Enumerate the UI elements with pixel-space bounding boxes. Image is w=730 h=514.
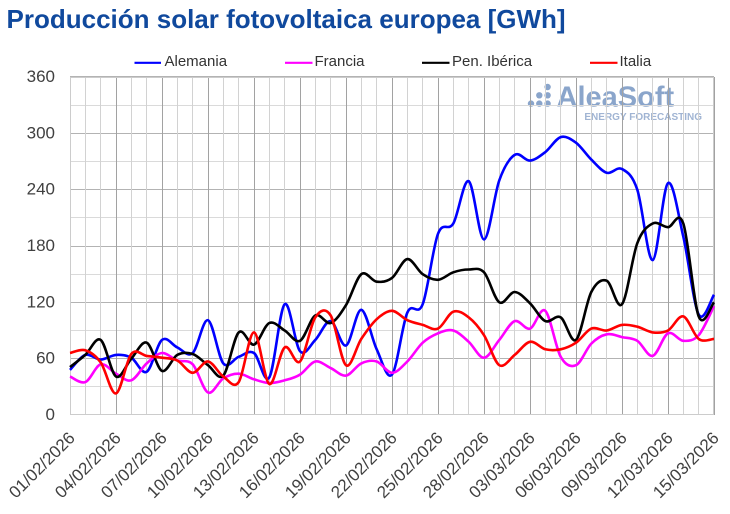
svg-text:Francia: Francia	[315, 53, 366, 70]
svg-text:240: 240	[27, 180, 55, 199]
svg-text:ENERGY FORECASTING: ENERGY FORECASTING	[584, 112, 702, 123]
svg-text:180: 180	[27, 236, 55, 255]
svg-text:360: 360	[27, 67, 55, 86]
svg-text:Alemania: Alemania	[165, 53, 228, 70]
svg-text:120: 120	[27, 292, 55, 311]
svg-text:Italia: Italia	[620, 53, 652, 70]
svg-text:AleaSoft: AleaSoft	[557, 82, 675, 114]
svg-text:Pen. Ibérica: Pen. Ibérica	[452, 53, 533, 70]
svg-text:Producción solar fotovoltaica: Producción solar fotovoltaica europea [G…	[7, 4, 566, 34]
svg-text:0: 0	[46, 405, 55, 424]
svg-text:300: 300	[27, 123, 55, 142]
svg-text:60: 60	[36, 349, 55, 368]
